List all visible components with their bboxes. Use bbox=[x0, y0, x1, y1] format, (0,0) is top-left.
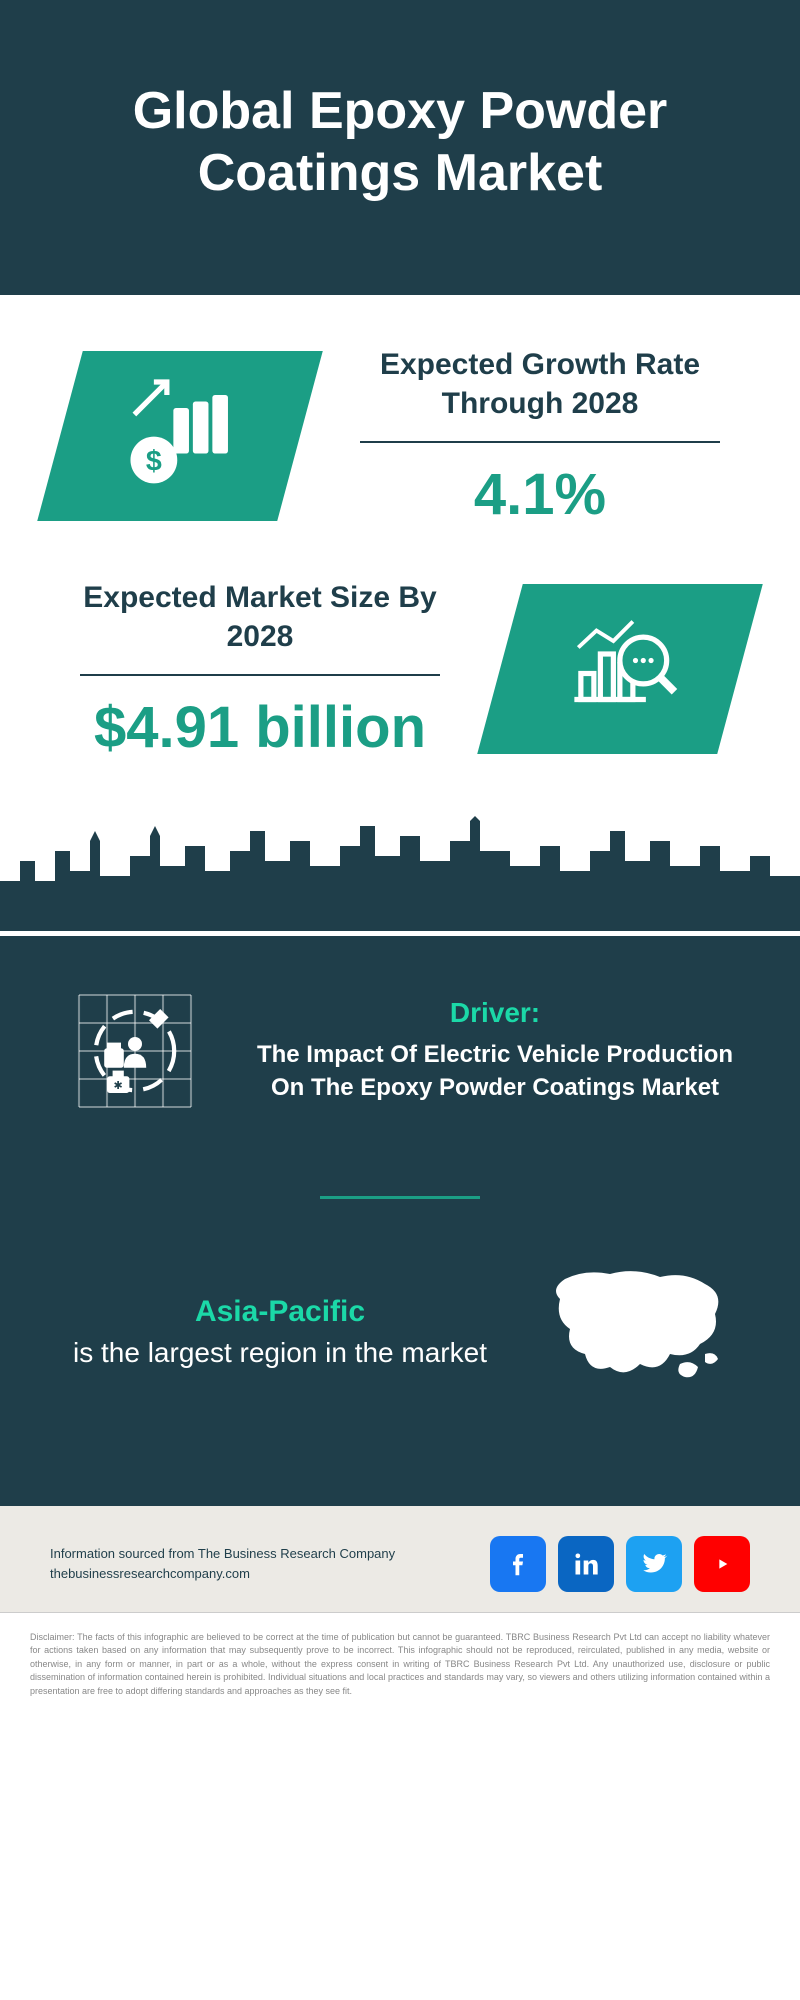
growth-value: 4.1% bbox=[340, 461, 740, 528]
region-row: Asia-Pacific is the largest region in th… bbox=[0, 1239, 800, 1444]
dark-section: ✱ Driver: The Impact Of Electric Vehicle… bbox=[0, 936, 800, 1504]
dollar-growth-icon: $ bbox=[115, 369, 245, 504]
twitter-icon[interactable] bbox=[626, 1536, 682, 1592]
section-divider bbox=[320, 1196, 480, 1199]
source-text: Information sourced from The Business Re… bbox=[50, 1544, 395, 1583]
driver-row: ✱ Driver: The Impact Of Electric Vehicle… bbox=[0, 936, 800, 1156]
growth-text: Expected Growth Rate Through 2028 4.1% bbox=[340, 345, 740, 528]
market-text: Expected Market Size By 2028 $4.91 billi… bbox=[60, 578, 460, 761]
disclaimer-text: Disclaimer: The facts of this infographi… bbox=[30, 1632, 770, 1696]
market-label: Expected Market Size By 2028 bbox=[80, 578, 440, 676]
stat-growth-rate: $ Expected Growth Rate Through 2028 4.1% bbox=[0, 295, 800, 548]
youtube-icon[interactable] bbox=[694, 1536, 750, 1592]
chart-magnify-icon bbox=[555, 602, 685, 737]
growth-icon-box: $ bbox=[37, 351, 323, 521]
linkedin-icon[interactable] bbox=[558, 1536, 614, 1592]
social-icons bbox=[490, 1536, 750, 1592]
region-text: Asia-Pacific is the largest region in th… bbox=[60, 1291, 500, 1372]
growth-label: Expected Growth Rate Through 2028 bbox=[360, 345, 720, 443]
market-icon-box bbox=[477, 584, 763, 754]
source-line1: Information sourced from The Business Re… bbox=[50, 1544, 395, 1564]
driver-description: The Impact Of Electric Vehicle Productio… bbox=[250, 1039, 740, 1104]
region-highlight: Asia-Pacific bbox=[195, 1295, 365, 1328]
disclaimer: Disclaimer: The facts of this infographi… bbox=[0, 1612, 800, 1717]
svg-text:✱: ✱ bbox=[114, 1080, 123, 1092]
stat-market-size: Expected Market Size By 2028 $4.91 billi… bbox=[0, 548, 800, 811]
driver-title: Driver: bbox=[250, 997, 740, 1029]
page-title: Global Epoxy Powder Coatings Market bbox=[60, 80, 740, 205]
market-value: $4.91 billion bbox=[60, 694, 460, 761]
header-banner: Global Epoxy Powder Coatings Market bbox=[0, 0, 800, 295]
skyline-silhouette bbox=[0, 811, 800, 936]
facebook-icon[interactable] bbox=[490, 1536, 546, 1592]
svg-text:$: $ bbox=[146, 445, 162, 477]
asia-map-icon bbox=[540, 1259, 740, 1404]
source-line2: thebusinessresearchcompany.com bbox=[50, 1564, 395, 1584]
driver-grid-icon: ✱ bbox=[60, 976, 210, 1126]
footer: Information sourced from The Business Re… bbox=[0, 1504, 800, 1612]
driver-text: Driver: The Impact Of Electric Vehicle P… bbox=[250, 997, 740, 1104]
region-rest: is the largest region in the market bbox=[73, 1337, 487, 1368]
